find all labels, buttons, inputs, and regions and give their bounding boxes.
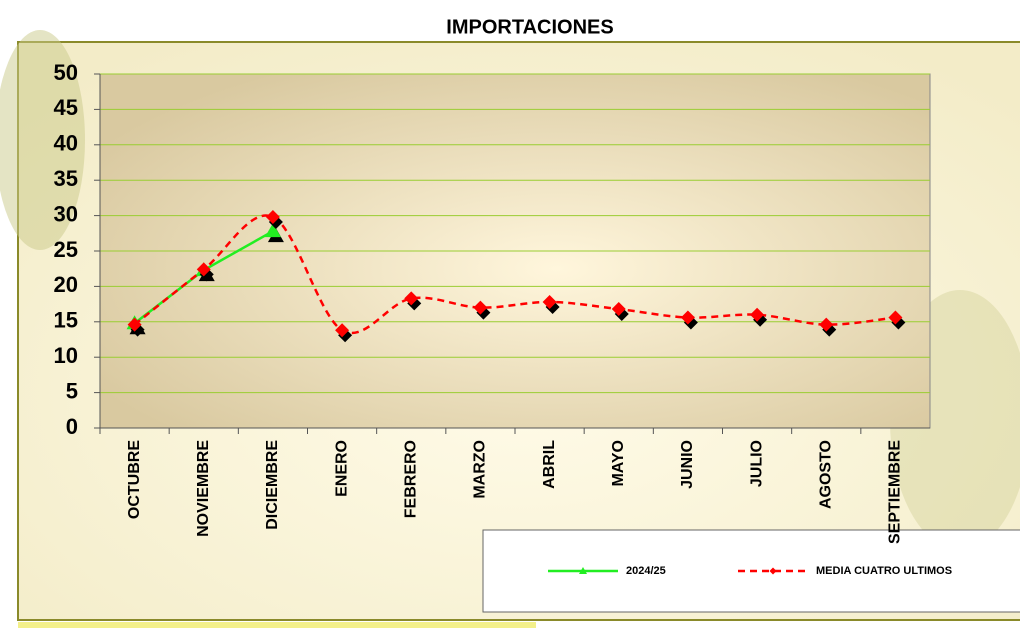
data-marker xyxy=(265,210,280,225)
x-tick-label: ABRIL xyxy=(541,440,558,489)
data-marker xyxy=(127,317,142,332)
y-tick-label: 50 xyxy=(54,60,78,85)
y-tick-label: 20 xyxy=(54,272,78,297)
x-tick-label: JUNIO xyxy=(679,440,696,489)
x-tick-label: OCTUBRE xyxy=(126,440,143,519)
data-marker xyxy=(196,262,211,277)
y-tick-label: 15 xyxy=(54,308,78,333)
y-tick-label: 35 xyxy=(54,166,78,191)
bottom-band xyxy=(18,622,536,628)
y-tick-label: 0 xyxy=(66,414,78,439)
data-marker xyxy=(750,307,765,322)
data-marker xyxy=(542,294,557,309)
legend-label: 2024/25 xyxy=(626,565,666,577)
legend-marker xyxy=(579,567,587,574)
y-tick-label: 40 xyxy=(54,131,78,156)
chart-title: IMPORTACIONES xyxy=(446,16,613,38)
legend-label: MEDIA CUATRO ULTIMOS xyxy=(816,565,952,577)
data-marker xyxy=(680,310,695,325)
data-marker xyxy=(264,223,281,238)
data-marker xyxy=(611,302,626,317)
x-tick-label: JULIO xyxy=(748,440,765,487)
data-marker xyxy=(404,291,419,306)
x-tick-label: MARZO xyxy=(472,440,489,499)
data-marker xyxy=(819,317,834,332)
data-marker xyxy=(888,310,903,325)
legend-marker xyxy=(769,567,777,575)
leaf-decoration xyxy=(0,30,85,250)
y-tick-label: 5 xyxy=(66,378,78,403)
x-tick-label: FEBRERO xyxy=(402,440,419,518)
x-tick-label: SEPTIEMBRE xyxy=(887,440,904,544)
x-tick-label: AGOSTO xyxy=(817,440,834,509)
x-tick-label: DICIEMBRE xyxy=(264,440,281,530)
y-tick-label: 30 xyxy=(54,201,78,226)
x-tick-label: NOVIEMBRE xyxy=(195,440,212,537)
y-tick-label: 45 xyxy=(54,95,78,120)
data-marker xyxy=(473,300,488,315)
y-tick-label: 10 xyxy=(54,343,78,368)
x-tick-label: MAYO xyxy=(610,440,627,487)
y-tick-label: 25 xyxy=(54,237,78,262)
x-tick-label: ENERO xyxy=(333,440,350,497)
data-marker xyxy=(335,323,350,338)
